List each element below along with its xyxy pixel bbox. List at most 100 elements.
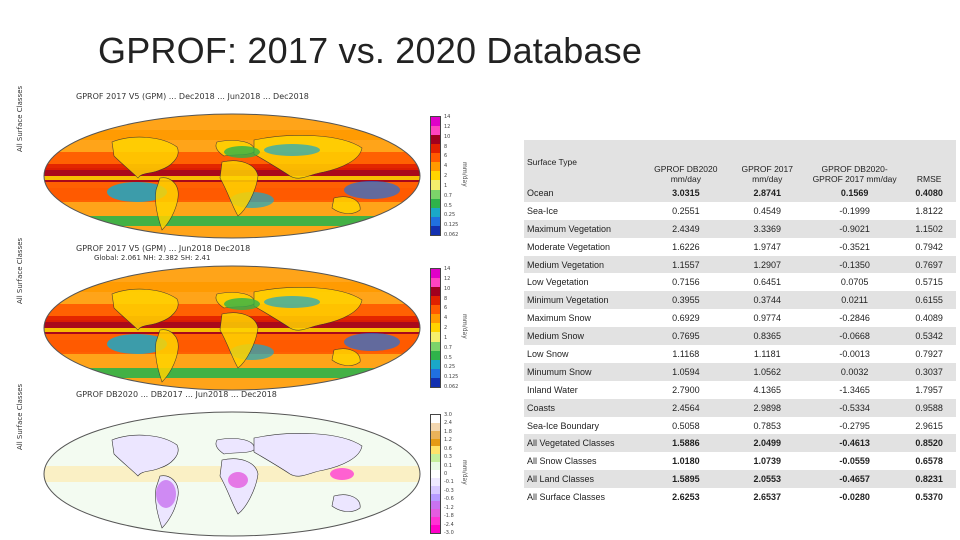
- colorbar-segment: [431, 350, 440, 360]
- cell-difference: -0.0013: [806, 345, 903, 363]
- continent-outline: [155, 329, 179, 383]
- colorbar-segment: [431, 126, 440, 136]
- cell-gprof2017: 0.4549: [727, 201, 807, 220]
- cell-rmse: 0.8231: [902, 470, 956, 489]
- cell-difference: -0.0559: [806, 452, 903, 471]
- colorbar-tick-label: 2: [444, 325, 448, 331]
- cell-rmse: 0.5370: [902, 488, 956, 507]
- colorbar-segment: [431, 287, 440, 297]
- cell-gprof2017: 3.3369: [727, 219, 807, 238]
- continent-outline: [111, 434, 179, 477]
- colorbar-segment: [431, 501, 440, 510]
- cell-rmse: 0.7927: [902, 345, 956, 363]
- cell-difference: -0.2846: [806, 309, 903, 328]
- colorbar-tick-label: 10: [444, 285, 451, 292]
- colorbar-tick-label: 0.1: [444, 462, 452, 469]
- colorbar-segment: [431, 525, 440, 533]
- dry-zone: [344, 181, 400, 199]
- colorbar-segment: [431, 153, 440, 163]
- cell-gprof2017: 2.0499: [727, 434, 807, 453]
- header-rmse: RMSE: [902, 140, 956, 184]
- colorbar-segment: [431, 198, 440, 208]
- colorbar-segment: [431, 323, 440, 333]
- cell-surface-type: All Vegetated Classes: [524, 434, 645, 453]
- cell-surface-type: Moderate Vegetation: [524, 237, 645, 256]
- surface-type-table: Surface Type GPROF DB2020 mm/day GPROF 2…: [524, 140, 956, 507]
- cell-db2020: 2.6253: [644, 488, 728, 507]
- map-heading: GPROF DB2020 ... DB2017 ... Jun2018 ... …: [76, 390, 277, 399]
- continent-outline: [331, 494, 361, 512]
- cell-surface-type: Minumum Snow: [524, 362, 645, 381]
- colorbar-ticks: 14 12 10 8 6 4 2 1 0.7 0.5 0.25 0.125 0.062: [444, 266, 474, 390]
- table-row: Sea-Ice Boundary 0.5058 0.7853 -0.2795 2.961…: [524, 416, 956, 435]
- colorbar-tick-label: 12: [444, 275, 451, 282]
- cell-rmse: 1.1502: [902, 219, 956, 238]
- slide-title: GPROF: 2017 vs. 2020 Database: [98, 30, 643, 71]
- cell-gprof2017: 2.9898: [727, 398, 807, 417]
- table-row: All Land Classes 1.5895 2.0553 -0.4657 0.823…: [524, 470, 956, 489]
- colorbar-tick-label: 0.125: [444, 222, 459, 229]
- dry-zone: [107, 182, 167, 202]
- cell-gprof2017: 0.3744: [727, 291, 807, 310]
- colorbar-units: mm/day: [461, 460, 468, 485]
- colorbar-tick-label: 10: [444, 133, 451, 140]
- precip-band: [44, 282, 420, 292]
- cell-difference: -0.3521: [806, 237, 903, 256]
- colorbar-tick-label: 0.125: [444, 374, 459, 381]
- surface-type-table-container: Surface Type GPROF DB2020 mm/day GPROF 2…: [524, 140, 960, 507]
- table-row: Sea-Ice 0.2551 0.4549 -0.1999 1.8122: [524, 201, 956, 220]
- colorbar-segment: [431, 135, 440, 145]
- cell-difference: -0.1350: [806, 255, 903, 274]
- colorbar-tick-label: 2.4: [444, 420, 452, 427]
- colorbar-segment: [431, 162, 440, 172]
- cell-surface-type: Coasts: [524, 398, 645, 417]
- colorbar-tick-label: 0.5: [444, 354, 452, 361]
- colorbar-tick-label: 0.062: [444, 232, 459, 238]
- colorbar-segment: [431, 171, 440, 181]
- table-row: Maximum Snow 0.6929 0.9774 -0.2846 0.4089: [524, 309, 956, 328]
- colorbar-segment: [431, 470, 440, 478]
- colorbar: [430, 116, 441, 236]
- colorbar-tick-label: 8: [444, 295, 448, 302]
- colorbar: [430, 414, 441, 534]
- table-row: All Surface Classes 2.6253 2.6537 -0.0280 0.…: [524, 488, 956, 507]
- cell-difference: -0.5334: [806, 398, 903, 417]
- colorbar-segment: [431, 446, 440, 455]
- global-precip-map: [43, 113, 421, 239]
- cell-gprof2017: 1.0562: [727, 362, 807, 381]
- cell-difference: -0.4657: [806, 470, 903, 489]
- dry-zone: [224, 146, 260, 158]
- continent-outline: [331, 196, 361, 214]
- table-row: Minimum Vegetation 0.3955 0.3744 0.0211 0.61…: [524, 291, 956, 310]
- cell-difference: -0.2795: [806, 416, 903, 435]
- map-side-label: All Surface Classes: [16, 237, 24, 304]
- cell-gprof2017: 1.9747: [727, 237, 807, 256]
- continent-outline: [219, 312, 259, 369]
- cell-gprof2017: 4.1365: [727, 380, 807, 399]
- cell-surface-type: All Surface Classes: [524, 488, 645, 507]
- map-heading: GPROF 2017 V5 (GPM) ... Jun2018 Dec2018: [76, 244, 251, 253]
- continent-outline: [155, 177, 179, 231]
- colorbar-tick-label: 1: [444, 334, 448, 341]
- cell-db2020: 1.1168: [644, 345, 728, 363]
- colorbar-segment: [431, 296, 440, 306]
- map-border: [43, 411, 421, 537]
- colorbar-tick-label: -1.2: [444, 504, 454, 511]
- colorbar-units: mm/day: [461, 314, 468, 339]
- colorbar-segment: [431, 144, 440, 154]
- colorbar-ticks: 14 12 10 8 6 4 2 1 0.7 0.5 0.25 0.125 0.062: [444, 114, 474, 238]
- colorbar-tick-label: 4: [444, 163, 448, 170]
- cell-surface-type: Maximum Snow: [524, 309, 645, 328]
- cell-db2020: 0.6929: [644, 309, 728, 328]
- cell-difference: 0.0705: [806, 273, 903, 292]
- diff-hotspot: [330, 468, 354, 480]
- colorbar-tick-label: 4: [444, 315, 448, 322]
- map-layer: [44, 114, 420, 238]
- cell-surface-type: All Snow Classes: [524, 452, 645, 471]
- global-precip-map: [43, 265, 421, 391]
- colorbar-segment: [431, 438, 440, 447]
- cell-db2020: 1.5895: [644, 470, 728, 489]
- continent-outline: [111, 288, 179, 331]
- table-row: All Vegetated Classes 1.5886 2.0499 -0.4613…: [524, 434, 956, 453]
- cell-rmse: 1.7957: [902, 380, 956, 399]
